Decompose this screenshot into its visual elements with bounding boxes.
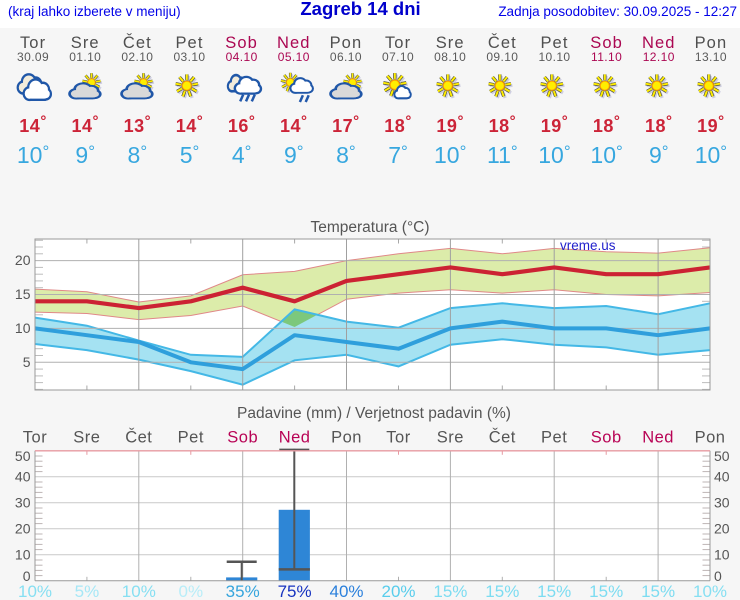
svg-text:30: 30 xyxy=(15,494,31,510)
svg-text:10: 10 xyxy=(15,546,31,562)
svg-text:20%: 20% xyxy=(381,582,415,600)
svg-text:15%: 15% xyxy=(537,582,571,600)
svg-text:35%: 35% xyxy=(226,582,260,600)
svg-text:5%: 5% xyxy=(75,582,100,600)
svg-text:vreme.us: vreme.us xyxy=(560,238,616,253)
svg-text:20: 20 xyxy=(714,520,730,536)
svg-text:10: 10 xyxy=(15,320,31,336)
svg-text:0%: 0% xyxy=(179,582,204,600)
svg-text:Sre: Sre xyxy=(437,429,464,447)
svg-text:Sob: Sob xyxy=(227,429,258,447)
svg-text:15: 15 xyxy=(15,286,31,302)
svg-text:15%: 15% xyxy=(485,582,519,600)
svg-text:10: 10 xyxy=(714,546,730,562)
svg-text:50: 50 xyxy=(714,448,730,464)
svg-text:15%: 15% xyxy=(589,582,623,600)
svg-text:Padavine (mm) / Verjetnost pad: Padavine (mm) / Verjetnost padavin (%) xyxy=(237,405,511,422)
svg-text:15%: 15% xyxy=(433,582,467,600)
svg-text:40: 40 xyxy=(714,468,730,484)
svg-text:Sob: Sob xyxy=(591,429,622,447)
svg-text:Temperatura (°C): Temperatura (°C) xyxy=(310,219,429,236)
svg-text:Pet: Pet xyxy=(178,429,204,447)
svg-text:75%: 75% xyxy=(278,582,312,600)
svg-text:Čet: Čet xyxy=(489,428,516,447)
svg-text:20: 20 xyxy=(15,520,31,536)
svg-text:Pon: Pon xyxy=(331,429,362,447)
svg-text:15%: 15% xyxy=(641,582,675,600)
svg-text:0: 0 xyxy=(714,568,722,584)
svg-text:40%: 40% xyxy=(329,582,363,600)
svg-text:20: 20 xyxy=(15,252,31,268)
svg-text:0: 0 xyxy=(23,568,31,584)
svg-text:10%: 10% xyxy=(693,582,727,600)
svg-text:Tor: Tor xyxy=(23,429,47,447)
svg-text:Ned: Ned xyxy=(642,429,674,447)
svg-text:Pon: Pon xyxy=(695,429,726,447)
svg-text:50: 50 xyxy=(15,448,31,464)
svg-text:Čet: Čet xyxy=(125,428,152,447)
svg-text:Ned: Ned xyxy=(279,429,311,447)
svg-text:30: 30 xyxy=(714,494,730,510)
svg-text:Tor: Tor xyxy=(386,429,410,447)
svg-text:40: 40 xyxy=(15,468,31,484)
svg-text:5: 5 xyxy=(23,354,31,370)
svg-text:10%: 10% xyxy=(18,582,52,600)
svg-text:10%: 10% xyxy=(122,582,156,600)
svg-text:Pet: Pet xyxy=(541,429,567,447)
svg-text:Sre: Sre xyxy=(73,429,100,447)
